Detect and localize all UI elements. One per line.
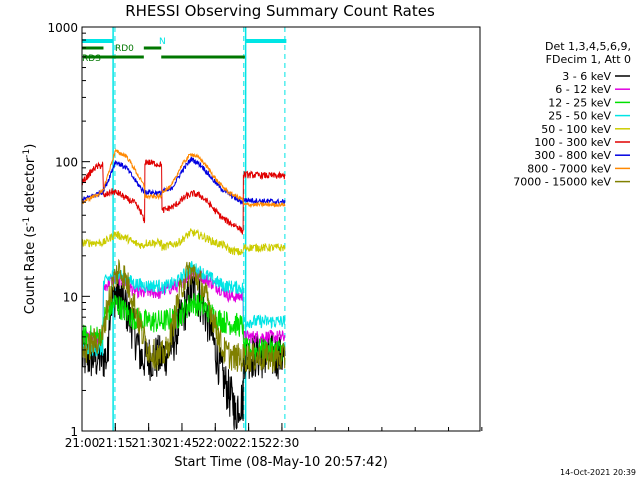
legend-label: 7000 - 15000 keV [513, 176, 611, 189]
legend-label: 6 - 12 keV [555, 83, 611, 96]
y-axis: 1 10 100 1000 [47, 21, 90, 439]
series-line-9 [82, 258, 286, 373]
y-axis-label-sup-2: -1 [22, 149, 32, 158]
series-line-5 [82, 228, 286, 257]
series-line-8 [82, 148, 286, 209]
night-label: N [159, 37, 166, 47]
x-tick-label: 22:15 [231, 436, 266, 450]
x-tick-label: 21:15 [98, 436, 133, 450]
x-axis-label: Start Time (08-May-10 20:57:42) [174, 455, 388, 470]
series-line-6 [82, 159, 286, 235]
rds-label: RDS [82, 54, 101, 64]
plot-frame [81, 26, 481, 432]
x-tick-label: 21:00 [65, 436, 100, 450]
x-tick-label: 22:00 [198, 436, 233, 450]
series-group [82, 148, 286, 430]
legend-header-line-1: Det 1,3,4,5,6,9, [545, 40, 631, 53]
legend-label: 12 - 25 keV [548, 96, 611, 109]
legend-label: 50 - 100 keV [541, 123, 611, 136]
legend-label: 25 - 50 keV [548, 110, 611, 123]
x-tick-label: 22:30 [265, 436, 300, 450]
legend-label: 100 - 300 keV [534, 136, 611, 149]
rd0-label: RD0 [115, 44, 134, 54]
legend: Det 1,3,4,5,6,9, FDecim 1, Att 0 3 - 6 k… [513, 40, 631, 189]
y-axis-label-main: Count Rate (s [23, 226, 38, 315]
y-tick-label: 10 [63, 290, 78, 304]
y-axis-label-mid: detector [23, 157, 38, 217]
timestamp-stamp: 14-Oct-2021 20:39 [560, 468, 636, 477]
x-tick-label: 21:30 [131, 436, 166, 450]
legend-label: 800 - 7000 keV [527, 162, 611, 175]
legend-label: 300 - 800 keV [534, 149, 611, 162]
legend-label: 3 - 6 keV [562, 70, 611, 83]
y-axis-label-sup-1: -1 [22, 217, 32, 226]
series-line-7 [82, 156, 286, 207]
chart-title: RHESSI Observing Summary Count Rates [125, 2, 435, 20]
y-axis-label: Count Rate (s-1 detector-1) [22, 144, 38, 315]
y-tick-label: 1 [70, 425, 78, 439]
y-tick-label: 1000 [47, 21, 78, 35]
y-axis-label-end: ) [23, 144, 38, 149]
legend-header-line-2: FDecim 1, Att 0 [546, 53, 631, 66]
x-tick-label: 21:45 [165, 436, 200, 450]
y-tick-label: 100 [55, 156, 78, 170]
